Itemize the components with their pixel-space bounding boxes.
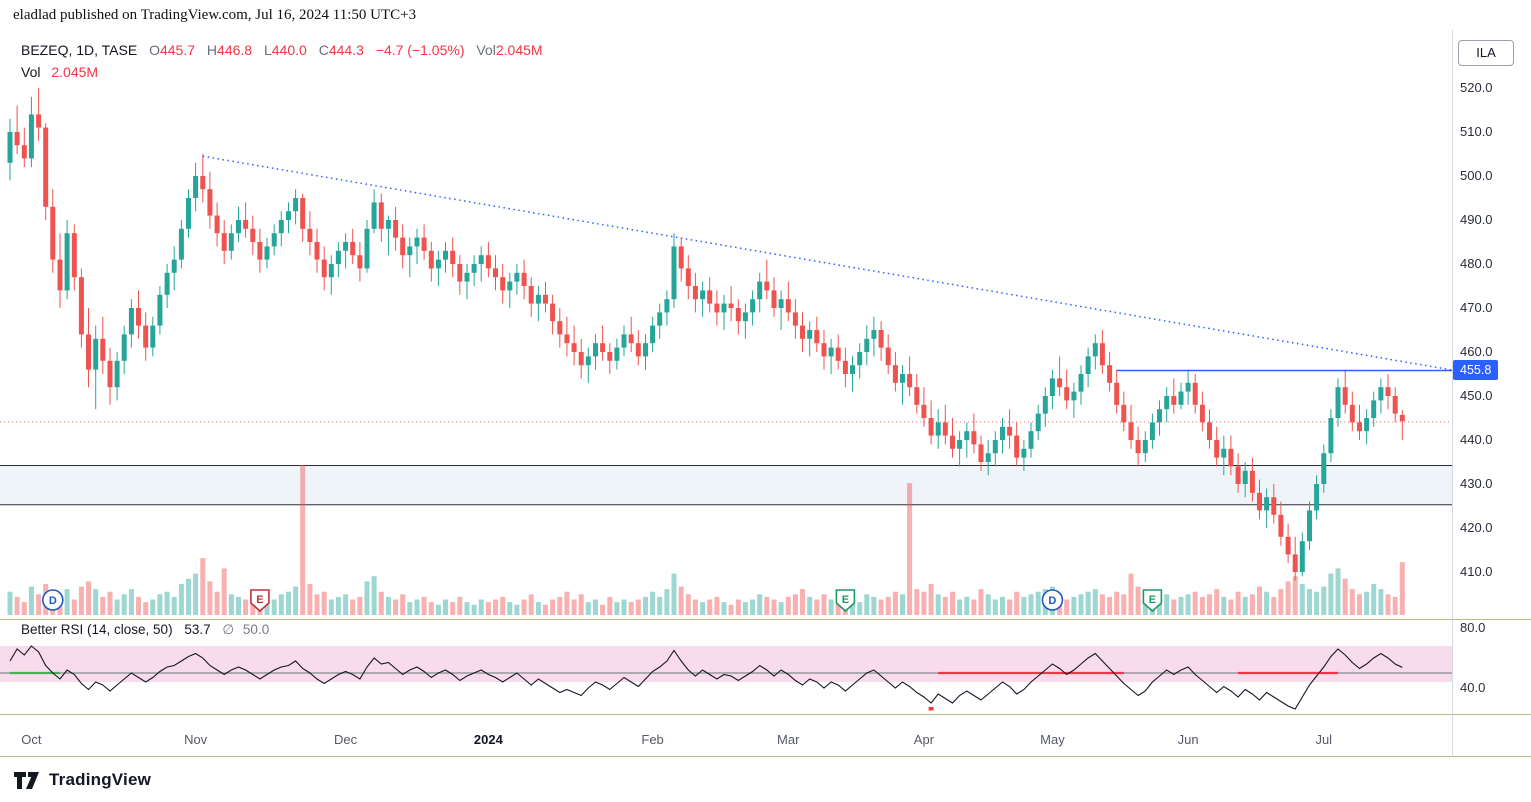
support-zone[interactable]: [0, 465, 1452, 505]
close-value: 444.3: [328, 42, 364, 58]
volume-legend: Vol 2.045M: [21, 64, 98, 80]
svg-text:D: D: [49, 595, 57, 607]
rsi-axis-label: 80.0: [1460, 620, 1486, 635]
volume-label: Vol: [476, 42, 496, 58]
time-axis-label: Nov: [184, 732, 208, 747]
price-axis-label: 510.0: [1460, 124, 1493, 139]
rsi-low-marker: [928, 707, 934, 711]
time-axis-label: Jul: [1315, 732, 1333, 747]
time-axis-label: Oct: [21, 732, 42, 747]
high-label: H: [206, 42, 218, 58]
open-label: O: [149, 42, 160, 58]
descending-trendline[interactable]: [202, 155, 1452, 371]
rsi-title[interactable]: Better RSI (14, close, 50): [21, 622, 173, 637]
svg-text:D: D: [1048, 595, 1056, 607]
svg-text:E: E: [842, 594, 849, 606]
time-axis-label: Dec: [334, 732, 358, 747]
change-value: −4.7 (−1.05%): [375, 42, 465, 58]
dividend-marker[interactable]: D: [1041, 589, 1064, 611]
price-axis-label: 410.0: [1460, 564, 1493, 579]
candlestick-series[interactable]: [7, 88, 1405, 581]
chart-bottom-border: [0, 756, 1531, 757]
price-axis-label: 480.0: [1460, 256, 1493, 271]
price-axis-label: 500.0: [1460, 168, 1493, 183]
rsi-legend: Better RSI (14, close, 50) 53.7 ∅ 50.0: [21, 622, 269, 638]
time-axis-label: 2024: [473, 732, 503, 747]
price-axis-border: [1452, 30, 1453, 757]
price-axis-label: 520.0: [1460, 80, 1493, 95]
rsi-band: [0, 646, 1452, 682]
dividend-marker[interactable]: D: [41, 589, 64, 611]
low-label: L: [263, 42, 272, 58]
rsi-line[interactable]: [9, 645, 1403, 710]
rsi-value: 53.7: [184, 622, 211, 637]
rsi-pane-chart[interactable]: [0, 618, 1452, 716]
price-axis-label: 460.0: [1460, 344, 1493, 359]
earnings-marker[interactable]: E: [835, 589, 856, 613]
price-axis-label: 470.0: [1460, 300, 1493, 315]
price-axis-label: 440.0: [1460, 432, 1493, 447]
symbol-legend: BEZEQ, 1D, TASE O445.7 H446.8 L440.0 C44…: [21, 42, 543, 58]
earnings-marker[interactable]: E: [1142, 589, 1163, 613]
last-price-label: 455.8: [1453, 360, 1499, 381]
open-value: 445.7: [159, 42, 196, 58]
footer: TradingView: [0, 757, 1531, 802]
tradingview-brand-text[interactable]: TradingView: [49, 769, 152, 789]
time-axis[interactable]: Oct Nov Dec 2024 Feb Mar Apr May Jun Jul: [0, 714, 1452, 756]
pane-separator-bottom[interactable]: [0, 714, 1531, 715]
tradingview-logo[interactable]: [13, 769, 40, 790]
price-axis-label: 450.0: [1460, 388, 1493, 403]
symbol-title[interactable]: BEZEQ, 1D, TASE: [21, 42, 138, 58]
volume-row-label[interactable]: Vol: [21, 64, 41, 80]
currency-unit-badge[interactable]: ILA: [1458, 40, 1514, 66]
rsi-axis-label: 40.0: [1460, 680, 1486, 695]
time-axis-label: Mar: [777, 732, 800, 747]
price-axis-label: 490.0: [1460, 212, 1493, 227]
time-axis-label: Feb: [641, 732, 664, 747]
svg-text:E: E: [1149, 594, 1156, 606]
volume-value: 2.045M: [495, 42, 543, 58]
price-axis-label: 430.0: [1460, 476, 1493, 491]
high-value: 446.8: [217, 42, 253, 58]
time-axis-label: Jun: [1177, 732, 1199, 747]
rsi-average-value: 50.0: [242, 622, 270, 637]
volume-row-value: 2.045M: [51, 64, 99, 80]
rsi-average-symbol: ∅: [222, 622, 235, 637]
time-axis-label: May: [1040, 732, 1065, 747]
svg-text:E: E: [256, 594, 263, 606]
close-label: C: [318, 42, 329, 58]
pane-separator-top[interactable]: [0, 619, 1531, 620]
price-axis[interactable]: ILA 455.8 520.0 510.0 500.0 490.0 480.0 470.0…: [1452, 30, 1531, 757]
attribution-bar: eladlad published on TradingView.com, Ju…: [13, 7, 417, 23]
time-axis-label: Apr: [913, 732, 935, 747]
earnings-marker[interactable]: E: [250, 589, 270, 613]
low-value: 440.0: [271, 42, 307, 58]
price-axis-label: 420.0: [1460, 520, 1493, 535]
